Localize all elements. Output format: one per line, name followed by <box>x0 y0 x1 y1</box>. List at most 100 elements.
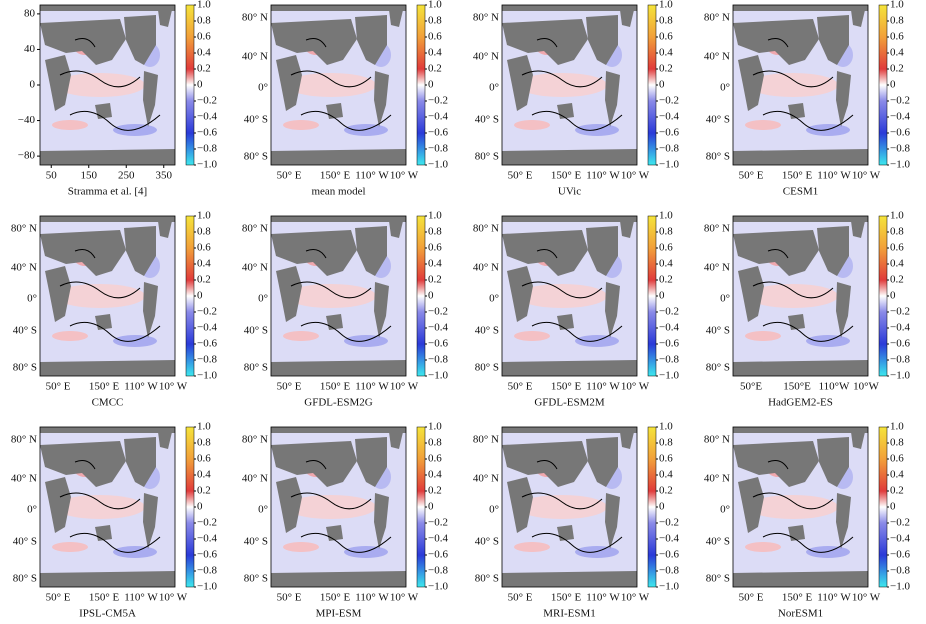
colorbar-label: 0.6 <box>890 453 904 465</box>
x-tick-label: 50° E <box>508 381 533 393</box>
y-tick-label: −40 <box>18 114 36 126</box>
x-tick-label: 110° W <box>355 170 389 182</box>
x-tick-label: 10° W <box>390 592 419 604</box>
colorbar <box>878 215 888 377</box>
y-tick-label: 0° <box>489 82 499 94</box>
colorbar-label: −0.2 <box>659 95 679 107</box>
colorbar <box>647 4 657 166</box>
panel-caption: Stramma et al. [4] <box>68 186 147 198</box>
x-tick-label: 10° W <box>621 592 650 604</box>
colorbar-label: 0.6 <box>197 242 211 254</box>
panel-caption: UVic <box>558 186 581 198</box>
x-tick-label: 50° E <box>46 381 71 393</box>
colorbar-label: −0.8 <box>659 565 679 577</box>
colorbar-label: −0.6 <box>890 549 910 561</box>
colorbar-label: 0 <box>428 501 434 513</box>
y-tick-label: 0° <box>720 504 730 516</box>
x-tick-label: 10° W <box>852 592 881 604</box>
colorbar-label: 0.4 <box>890 469 904 481</box>
x-tick-label: 110° W <box>586 592 620 604</box>
panel-caption: CMCC <box>92 397 124 409</box>
y-tick-label: 0° <box>258 504 268 516</box>
x-tick-label: 110° W <box>586 170 620 182</box>
colorbar-label: 0.4 <box>428 469 442 481</box>
colorbar-label: 0.6 <box>428 242 442 254</box>
map-panel <box>502 216 637 376</box>
x-tick-label: 10° W <box>852 170 881 182</box>
colorbar-label: 0.4 <box>659 47 673 59</box>
colorbar <box>878 4 888 166</box>
colorbar-label: 0.2 <box>197 485 211 497</box>
colorbar <box>416 215 426 377</box>
colorbar <box>647 215 657 377</box>
colorbar-label: −1.0 <box>659 581 679 593</box>
colorbar-label: −1.0 <box>890 370 910 382</box>
colorbar-label: −1.0 <box>197 159 217 171</box>
panel-caption: NorESM1 <box>778 608 823 620</box>
panel-caption: MRI-ESM1 <box>543 608 596 620</box>
colorbar-label: 0.2 <box>659 274 673 286</box>
colorbar-label: 0.8 <box>890 437 904 449</box>
colorbar-label: 0.2 <box>197 274 211 286</box>
colorbar-label: −0.4 <box>197 111 217 123</box>
y-tick-label: 80 <box>24 7 36 19</box>
colorbar-label: 0.4 <box>197 47 211 59</box>
colorbar-label: 0.8 <box>197 437 211 449</box>
colorbar-label: 1.0 <box>197 0 211 11</box>
colorbar-label: 1.0 <box>197 210 211 222</box>
map-panel <box>733 216 868 376</box>
colorbar-label: 0 <box>659 79 665 91</box>
y-tick-label: 40° N <box>704 51 730 63</box>
y-tick-label: 80° S <box>244 573 268 585</box>
y-tick-label: 0° <box>720 82 730 94</box>
panel-caption: mean model <box>311 186 365 198</box>
x-tick-label: 150 <box>81 170 98 182</box>
map-panel <box>40 5 175 165</box>
map-frame <box>501 215 638 377</box>
y-tick-label: 80° N <box>242 12 268 24</box>
colorbar-label: 0.2 <box>890 485 904 497</box>
map-frame <box>732 4 869 166</box>
colorbar-label: −0.2 <box>659 517 679 529</box>
y-tick-label: 80° N <box>473 12 499 24</box>
x-tick-label: 50° E <box>508 170 533 182</box>
colorbar-label: −0.4 <box>890 533 910 545</box>
y-tick-label: 40° N <box>704 262 730 274</box>
colorbar <box>416 426 426 588</box>
x-tick-label: 150° E <box>320 170 351 182</box>
colorbar-label: −0.6 <box>890 338 910 350</box>
x-tick-label: 110° W <box>124 381 158 393</box>
colorbar-label: 0 <box>428 79 434 91</box>
y-tick-label: 80° S <box>244 151 268 163</box>
y-tick-label: 80° S <box>475 573 499 585</box>
y-tick-label: 40° N <box>11 262 37 274</box>
y-tick-label: 80° S <box>706 151 730 163</box>
x-tick-label: 150° E <box>551 170 582 182</box>
colorbar-label: −0.6 <box>659 127 679 139</box>
colorbar-label: −0.2 <box>428 306 448 318</box>
x-tick-label: 110° W <box>817 592 851 604</box>
panel-caption: CESM1 <box>783 186 818 198</box>
x-tick-label: 110° W <box>124 592 158 604</box>
y-tick-label: 40° N <box>704 473 730 485</box>
y-tick-label: 80° S <box>13 362 37 374</box>
y-tick-label: 40° S <box>706 114 730 126</box>
colorbar-label: −0.6 <box>197 338 217 350</box>
x-tick-label: 110° W <box>355 592 389 604</box>
map-frame <box>501 4 638 166</box>
y-tick-label: 0 <box>30 79 36 91</box>
colorbar-label: 0 <box>890 79 896 91</box>
colorbar-label: 0.6 <box>890 31 904 43</box>
colorbar-label: −0.2 <box>428 95 448 107</box>
x-tick-label: 150° E <box>89 592 120 604</box>
colorbar-label: 0.2 <box>659 63 673 75</box>
x-tick-label: 110° W <box>817 170 851 182</box>
x-tick-label: 110° W <box>355 381 389 393</box>
x-tick-label: 50° E <box>277 170 302 182</box>
map-frame <box>501 426 638 588</box>
x-tick-label: 50° E <box>46 592 71 604</box>
colorbar-label: −0.4 <box>890 322 910 334</box>
x-tick-label: 10°W <box>853 381 879 393</box>
panel-caption: GFDL-ESM2G <box>304 397 373 409</box>
